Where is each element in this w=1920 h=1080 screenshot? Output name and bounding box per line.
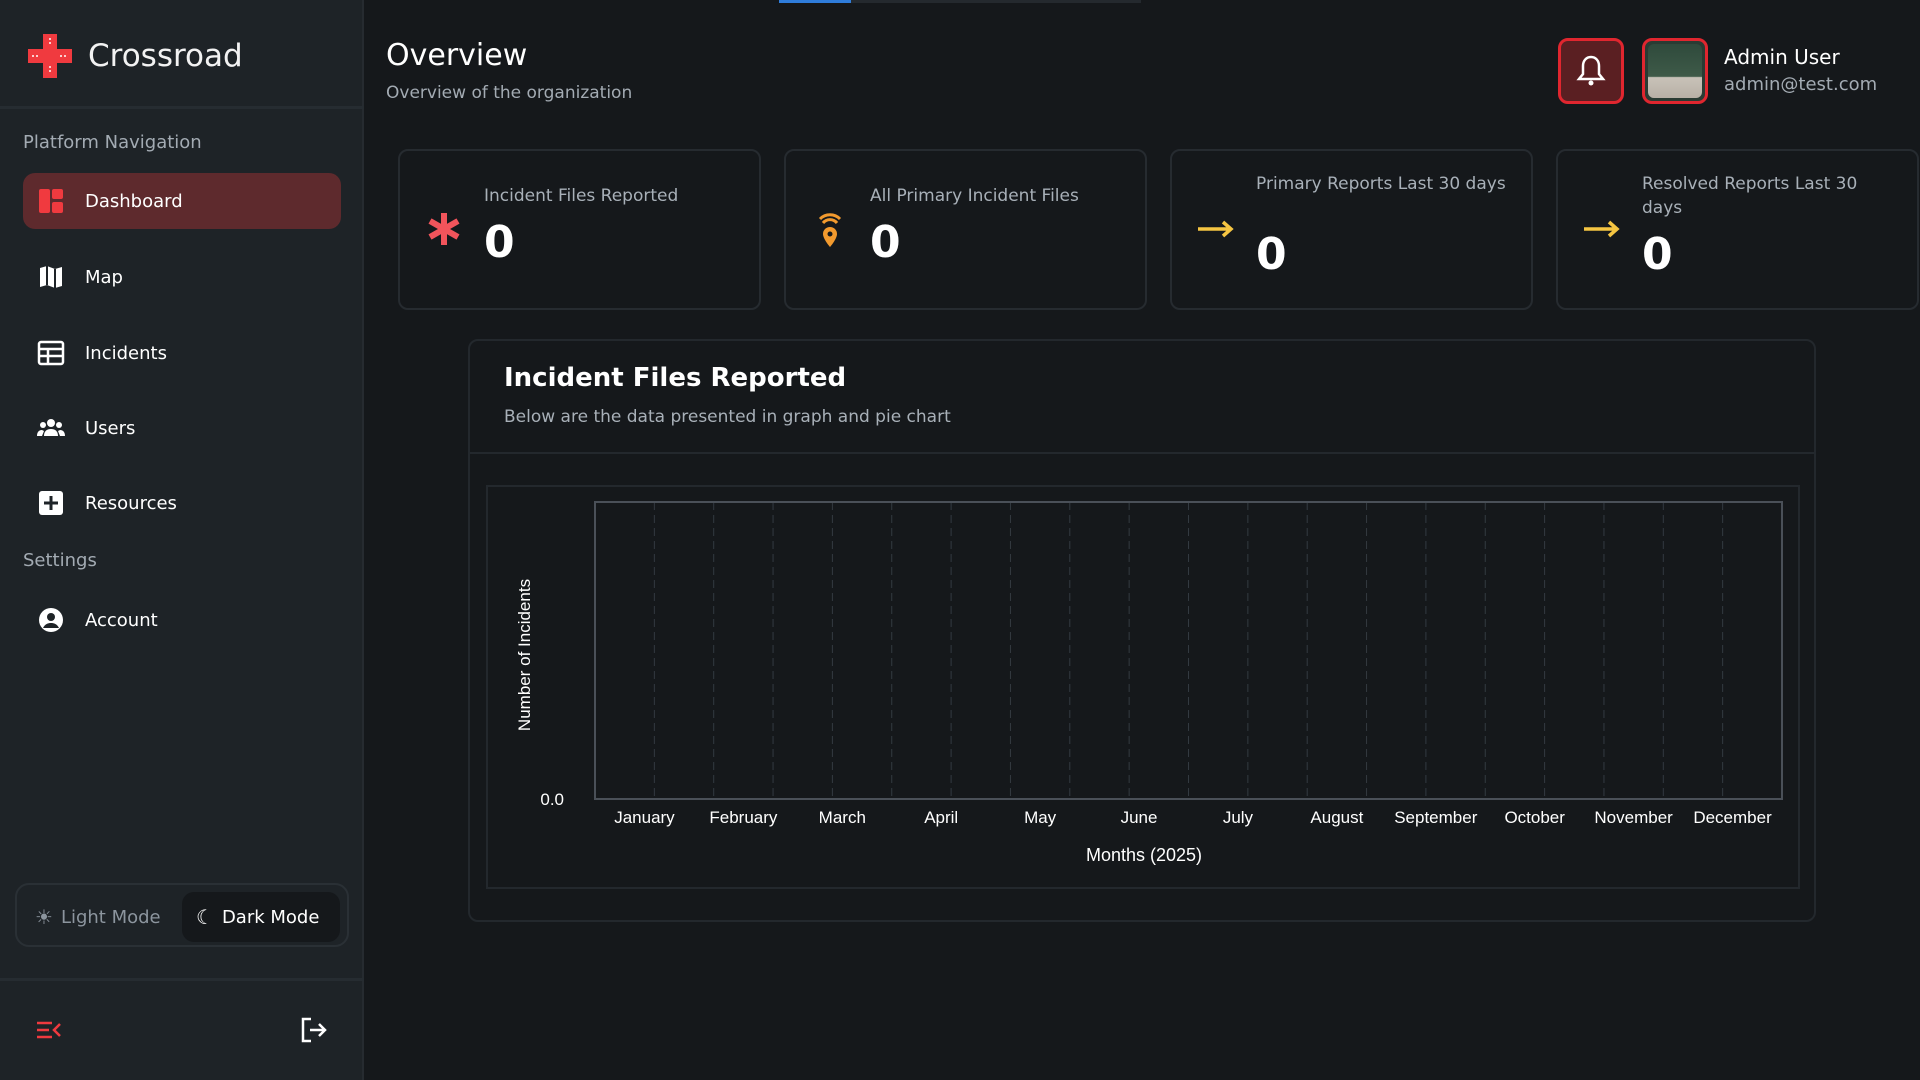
stat-label: Primary Reports Last 30 days [1256,174,1506,194]
x-tick-label: January [614,808,675,827]
x-tick-label: April [924,808,958,827]
section-platform-navigation: Platform Navigation [23,132,202,153]
stat-value: 0 [1642,229,1673,280]
plot-area [594,501,1783,800]
chart-card: Incident Files Reported Below are the da… [468,339,1816,922]
stat-label: All Primary Incident Files [870,186,1079,206]
sidebar-item-label: Dashboard [85,190,183,212]
x-tick-label: November [1594,808,1673,827]
page-title: Overview [386,38,528,73]
x-axis-label: Months (2025) [1086,845,1202,865]
chart-container: 0.0 Number of Incidents Months (2025) Ja… [486,485,1800,889]
x-tick-label: December [1693,808,1772,827]
sidebar-item-label: Account [85,609,158,631]
section-settings: Settings [23,550,97,571]
loading-bar [779,0,851,3]
x-tick-label: August [1310,808,1363,827]
asterisk-icon [428,213,460,245]
light-mode-button[interactable]: ☀ Light Mode [21,892,175,942]
stat-value: 0 [1256,229,1287,280]
arrow-right-icon [1198,220,1234,238]
light-mode-label: Light Mode [60,906,161,928]
sidebar-item-label: Incidents [85,342,167,364]
stat-value: 0 [484,217,515,268]
sidebar-item-account[interactable]: Account [23,592,341,648]
logout-icon[interactable] [300,1016,328,1044]
x-tick-label: March [819,808,866,827]
x-tick-label: July [1223,808,1254,827]
chart-title: Incident Files Reported [504,363,847,393]
notifications-button[interactable] [1558,38,1624,104]
sidebar: Crossroad Platform Navigation Dashboard … [0,0,364,1080]
sidebar-item-label: Map [85,266,123,288]
arrow-right-icon [1584,220,1620,238]
stat-label: Resolved Reports Last 30 days [1642,174,1858,218]
sidebar-item-incidents[interactable]: Incidents [23,325,341,381]
moon-icon: ☾ [196,905,214,929]
bell-icon [1576,55,1606,86]
stat-label: Incident Files Reported [484,186,679,206]
location-signal-icon [818,213,842,247]
sidebar-item-resources[interactable]: Resources [23,475,341,531]
chart-subtitle: Below are the data presented in graph an… [504,407,951,427]
table-icon [37,340,65,366]
incident-line-chart: 0.0 Number of Incidents Months (2025) Ja… [515,501,1783,865]
sidebar-item-users[interactable]: Users [23,400,341,456]
theme-toggle: ☀ Light Mode ☾ Dark Mode [15,883,349,947]
stat-card-resolved-30-days: Resolved Reports Last 30 days 0 [1556,149,1919,310]
crossroad-logo-icon [28,34,72,78]
sun-icon: ☀ [35,905,53,929]
page-subtitle: Overview of the organization [386,83,633,103]
app-logo: Crossroad [28,34,243,78]
y-axis-label: Number of Incidents [515,579,534,731]
plus-square-icon [39,491,63,515]
divider [470,452,1814,454]
divider [0,978,364,981]
loading-bar-track [851,0,1141,3]
x-tick-label: June [1121,808,1158,827]
sidebar-item-dashboard[interactable]: Dashboard [23,173,341,229]
sidebar-item-map[interactable]: Map [23,249,341,305]
collapse-sidebar-icon[interactable] [36,1018,62,1042]
user-email: admin@test.com [1724,74,1878,95]
y-tick-label: 0.0 [540,790,564,809]
x-tick-label: October [1504,808,1565,827]
stat-card-primary-files: All Primary Incident Files 0 [784,149,1147,310]
sidebar-item-label: Resources [85,492,177,514]
map-icon [40,266,62,288]
dark-mode-label: Dark Mode [221,906,320,928]
stat-card-incident-files: Incident Files Reported 0 [398,149,761,310]
divider [0,106,364,109]
x-tick-label: September [1394,808,1477,827]
stat-value: 0 [870,217,901,268]
avatar-image [1648,44,1702,98]
app-name: Crossroad [88,38,243,74]
users-icon [37,419,65,436]
dashboard-icon [39,189,63,213]
user-circle-icon [39,608,63,632]
x-tick-label: February [709,808,778,827]
user-name: Admin User [1724,45,1840,69]
sidebar-item-label: Users [85,417,136,439]
x-tick-label: May [1024,808,1057,827]
dark-mode-button[interactable]: ☾ Dark Mode [182,892,340,942]
stat-card-primary-30-days: Primary Reports Last 30 days 0 [1170,149,1533,310]
avatar[interactable] [1642,38,1708,104]
